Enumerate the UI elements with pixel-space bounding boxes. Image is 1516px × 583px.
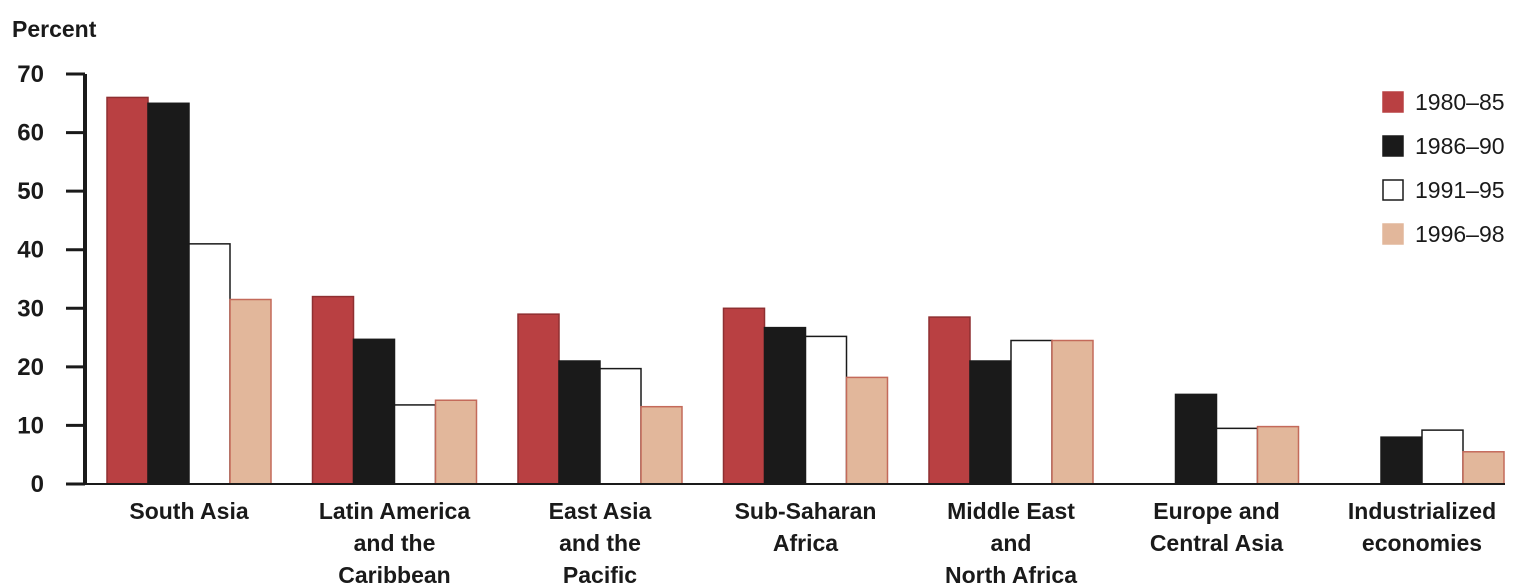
- bar: [1256, 425, 1300, 485]
- y-tick-label: 70: [17, 61, 44, 88]
- bar: [229, 298, 272, 485]
- y-tick-label: 20: [17, 354, 44, 381]
- legend-swatch: [1382, 179, 1404, 201]
- bar: [763, 326, 807, 485]
- bar: [106, 96, 149, 485]
- y-tick-label: 10: [17, 412, 44, 439]
- legend-swatch: [1382, 223, 1404, 245]
- y-tick-label: 50: [17, 178, 44, 205]
- bar: [188, 243, 231, 485]
- bar: [393, 404, 437, 485]
- bar: [640, 405, 683, 485]
- category-label: Middle East and North Africa: [945, 498, 1077, 583]
- bar: [1174, 393, 1218, 485]
- bar: [1421, 429, 1464, 485]
- category-label: East Asia and the Pacific: [549, 498, 652, 583]
- legend-label: 1996–98: [1415, 221, 1505, 247]
- category-label: Europe and Central Asia: [1150, 498, 1284, 556]
- x-axis-labels: South Asia Latin America and the Caribbean E…: [129, 498, 1496, 583]
- bar: [928, 316, 971, 485]
- y-axis-label: Percent: [12, 16, 97, 42]
- bar: [1215, 427, 1259, 485]
- legend-label: 1991–95: [1415, 177, 1505, 203]
- bar: [147, 102, 190, 485]
- bar: [1462, 451, 1505, 485]
- category-label: Latin America and the Caribbean: [319, 498, 470, 583]
- bar: [558, 360, 601, 485]
- bar: [352, 338, 396, 485]
- bar: [969, 360, 1012, 485]
- bar: [804, 335, 848, 485]
- bar: [722, 307, 766, 485]
- category-label: Industrialized economies: [1348, 498, 1496, 556]
- bar: [434, 399, 478, 485]
- legend-swatch: [1382, 91, 1404, 113]
- legend-label: 1980–85: [1415, 89, 1505, 115]
- bar: [517, 313, 560, 485]
- category-label: Sub-Saharan Africa: [735, 498, 877, 556]
- bar: [311, 295, 355, 485]
- y-axis: 0 10 20 30 40 50 60 70: [17, 61, 87, 498]
- bars: [83, 96, 1505, 485]
- bar: [1051, 339, 1094, 485]
- y-tick-label: 40: [17, 237, 44, 264]
- y-tick-label: 0: [31, 471, 44, 498]
- legend: 1980–85 1986–90 1991–95 1996–98: [1382, 89, 1505, 247]
- bar: [845, 376, 889, 485]
- category-label: South Asia: [129, 498, 248, 524]
- bar: [599, 367, 642, 485]
- y-tick-label: 30: [17, 295, 44, 322]
- bar: [1010, 339, 1053, 485]
- legend-swatch: [1382, 135, 1404, 157]
- bar: [1380, 436, 1423, 485]
- legend-label: 1986–90: [1415, 133, 1505, 159]
- y-tick-label: 60: [17, 120, 44, 147]
